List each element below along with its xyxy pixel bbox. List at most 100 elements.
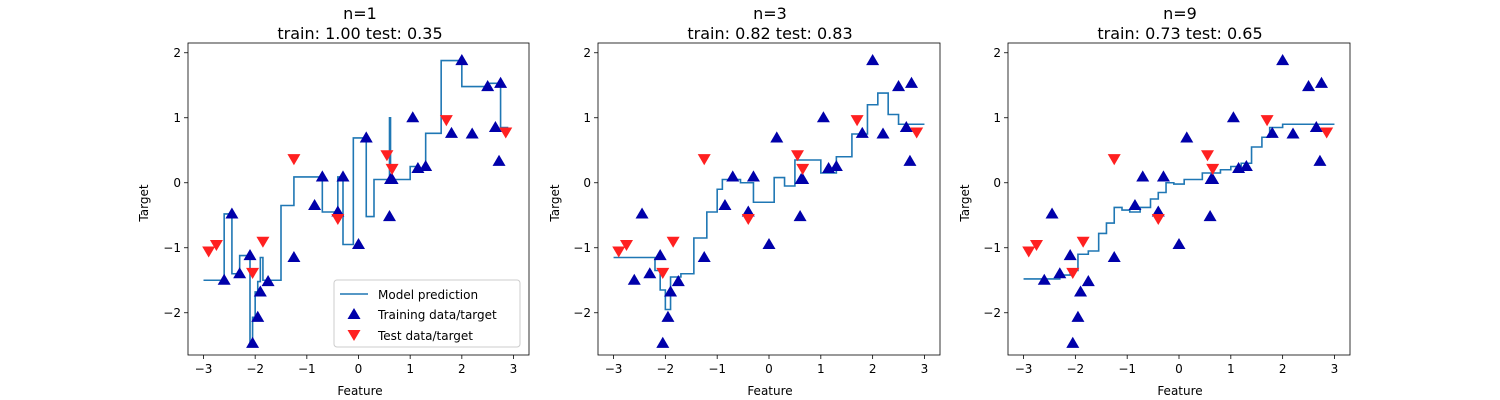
panel-1-training-point (336, 170, 350, 182)
panel-3-training-point (1315, 76, 1328, 88)
panel-1-training-point (359, 131, 373, 143)
panel-1: n=1 train: 1.00 test: 0.35 Feature Targe… (137, 4, 530, 398)
panel-2-training-point (718, 199, 732, 211)
panel-2-training-point (796, 173, 810, 185)
panel-2-training-point (653, 249, 667, 261)
panel-3-training-point (1074, 285, 1088, 297)
panel-2-training-point (770, 131, 784, 143)
legend-label-train: Training data/target (377, 308, 497, 322)
panel-1-training-point (261, 275, 275, 287)
panel-1-test-point (380, 150, 394, 162)
panel-1-ytick-label: −1 (163, 241, 181, 255)
panel-3-training-point (1302, 80, 1316, 92)
panel-1-training-point (383, 210, 396, 222)
panel-2-xlabel: Feature (747, 384, 792, 398)
panel-2-test-point (796, 163, 810, 175)
panel-1-xtick-label: 3 (510, 362, 518, 376)
panel-1-training-point (406, 111, 420, 123)
panel-1-ytick-label: 1 (173, 111, 181, 125)
panel-1-training-point (225, 207, 239, 219)
panel-2-xtick-label: 0 (765, 362, 773, 376)
panel-1-training-point (315, 170, 329, 182)
panel-3-ylabel: Target (958, 184, 972, 222)
panel-1-xtick-label: 2 (458, 362, 466, 376)
panel-1-xtick-label: 0 (355, 362, 363, 376)
panel-1-training-point (488, 121, 502, 133)
panel-2-training-point (866, 54, 880, 66)
panel-3-training-point (1156, 170, 1170, 182)
panel-3-title: n=9 (1163, 4, 1197, 23)
panel-3-training-point (1053, 267, 1067, 279)
panel-2-ytick-label: −2 (573, 306, 591, 320)
panel-2-axes-frame (597, 42, 941, 356)
panel-2-training-point (876, 127, 890, 139)
panel-2-ytick-label: 2 (583, 46, 591, 60)
panel-1-training-point (465, 127, 479, 139)
panel-1-training-point (287, 251, 301, 263)
panel-2-training-point (829, 160, 843, 172)
legend-box (333, 279, 521, 348)
panel-2-test-point (666, 236, 680, 248)
panel-1-xtick-label: −1 (298, 362, 316, 376)
panel-1-test-point (331, 213, 345, 225)
panel-3-test-point (1022, 246, 1036, 258)
panel-1-ytick-label: 0 (173, 176, 181, 190)
panel-3-plot-area (1022, 54, 1335, 348)
panel-2-xtick-label: 2 (869, 362, 877, 376)
panel-3-test-point (1206, 163, 1220, 175)
panel-2-plot-area (612, 54, 925, 348)
legend-train-marker (347, 308, 361, 319)
panel-1-training-point (246, 336, 260, 348)
panel-1-test-point (202, 246, 216, 258)
panel-1-test-point (439, 115, 453, 127)
panel-2-test-point (697, 154, 711, 166)
panel-1-test-point (209, 239, 223, 251)
panel-1-training-point (253, 285, 267, 297)
panel-3-xtick-label: −1 (1118, 362, 1136, 376)
panel-3-ytick-label: 1 (993, 111, 1001, 125)
panel-2-test-point (850, 115, 864, 127)
panel-3-training-point (1066, 336, 1080, 348)
panel-3-xtick-label: −3 (1015, 362, 1033, 376)
panel-2-model-prediction-line (613, 92, 925, 311)
panel-1-training-point (492, 154, 506, 166)
panel-2-test-point (656, 267, 670, 279)
panel-3-training-point (1128, 199, 1142, 211)
panel-2-xtick-label: −3 (605, 362, 623, 376)
panel-3-training-point (1226, 111, 1240, 123)
panel-2-title: n=3 (753, 4, 787, 23)
panel-1-plot-area (202, 54, 513, 348)
panel-3-test-point (1260, 115, 1274, 127)
panel-3-test-point (1066, 267, 1080, 279)
panel-3-axes-frame (1007, 42, 1351, 356)
panel-2-training-point (627, 273, 641, 285)
panel-3-training-point (1309, 121, 1323, 133)
panel-2-training-point (664, 285, 678, 297)
panel-3-training-point (1136, 170, 1150, 182)
panel-2-training-point (643, 267, 657, 279)
panel-2-training-point (741, 205, 755, 217)
panel-1-training-point (352, 238, 365, 250)
panel-2-training-point (656, 336, 670, 348)
panel-2-test-point (612, 246, 626, 258)
panel-2-ylabel: Target (548, 184, 562, 222)
panel-3-xtick-label: 0 (1175, 362, 1183, 376)
panel-2-test-point (791, 150, 804, 162)
panel-3-training-point (1151, 205, 1165, 217)
panel-3-ytick-label: −1 (983, 241, 1001, 255)
panel-3-training-point (1063, 249, 1077, 261)
panel-2-training-point (903, 154, 917, 166)
panel-1-training-point (419, 160, 433, 172)
panel-3-training-point (1071, 310, 1085, 322)
panel-3-test-point (1107, 154, 1121, 166)
panel-1-xtick-label: −3 (195, 362, 213, 376)
panel-3-xtick-label: 1 (1227, 362, 1235, 376)
panel-2-xtick-label: 1 (817, 362, 825, 376)
panel-3-ytick-label: 0 (993, 176, 1001, 190)
panel-1-ylabel: Target (137, 184, 151, 222)
panel-2-training-point (697, 251, 711, 263)
panel-1-test-point (256, 236, 270, 248)
panel-2-training-point (661, 310, 675, 322)
panel-1-xtick-label: 1 (406, 362, 414, 376)
panel-3-ytick-label: −2 (983, 306, 1001, 320)
